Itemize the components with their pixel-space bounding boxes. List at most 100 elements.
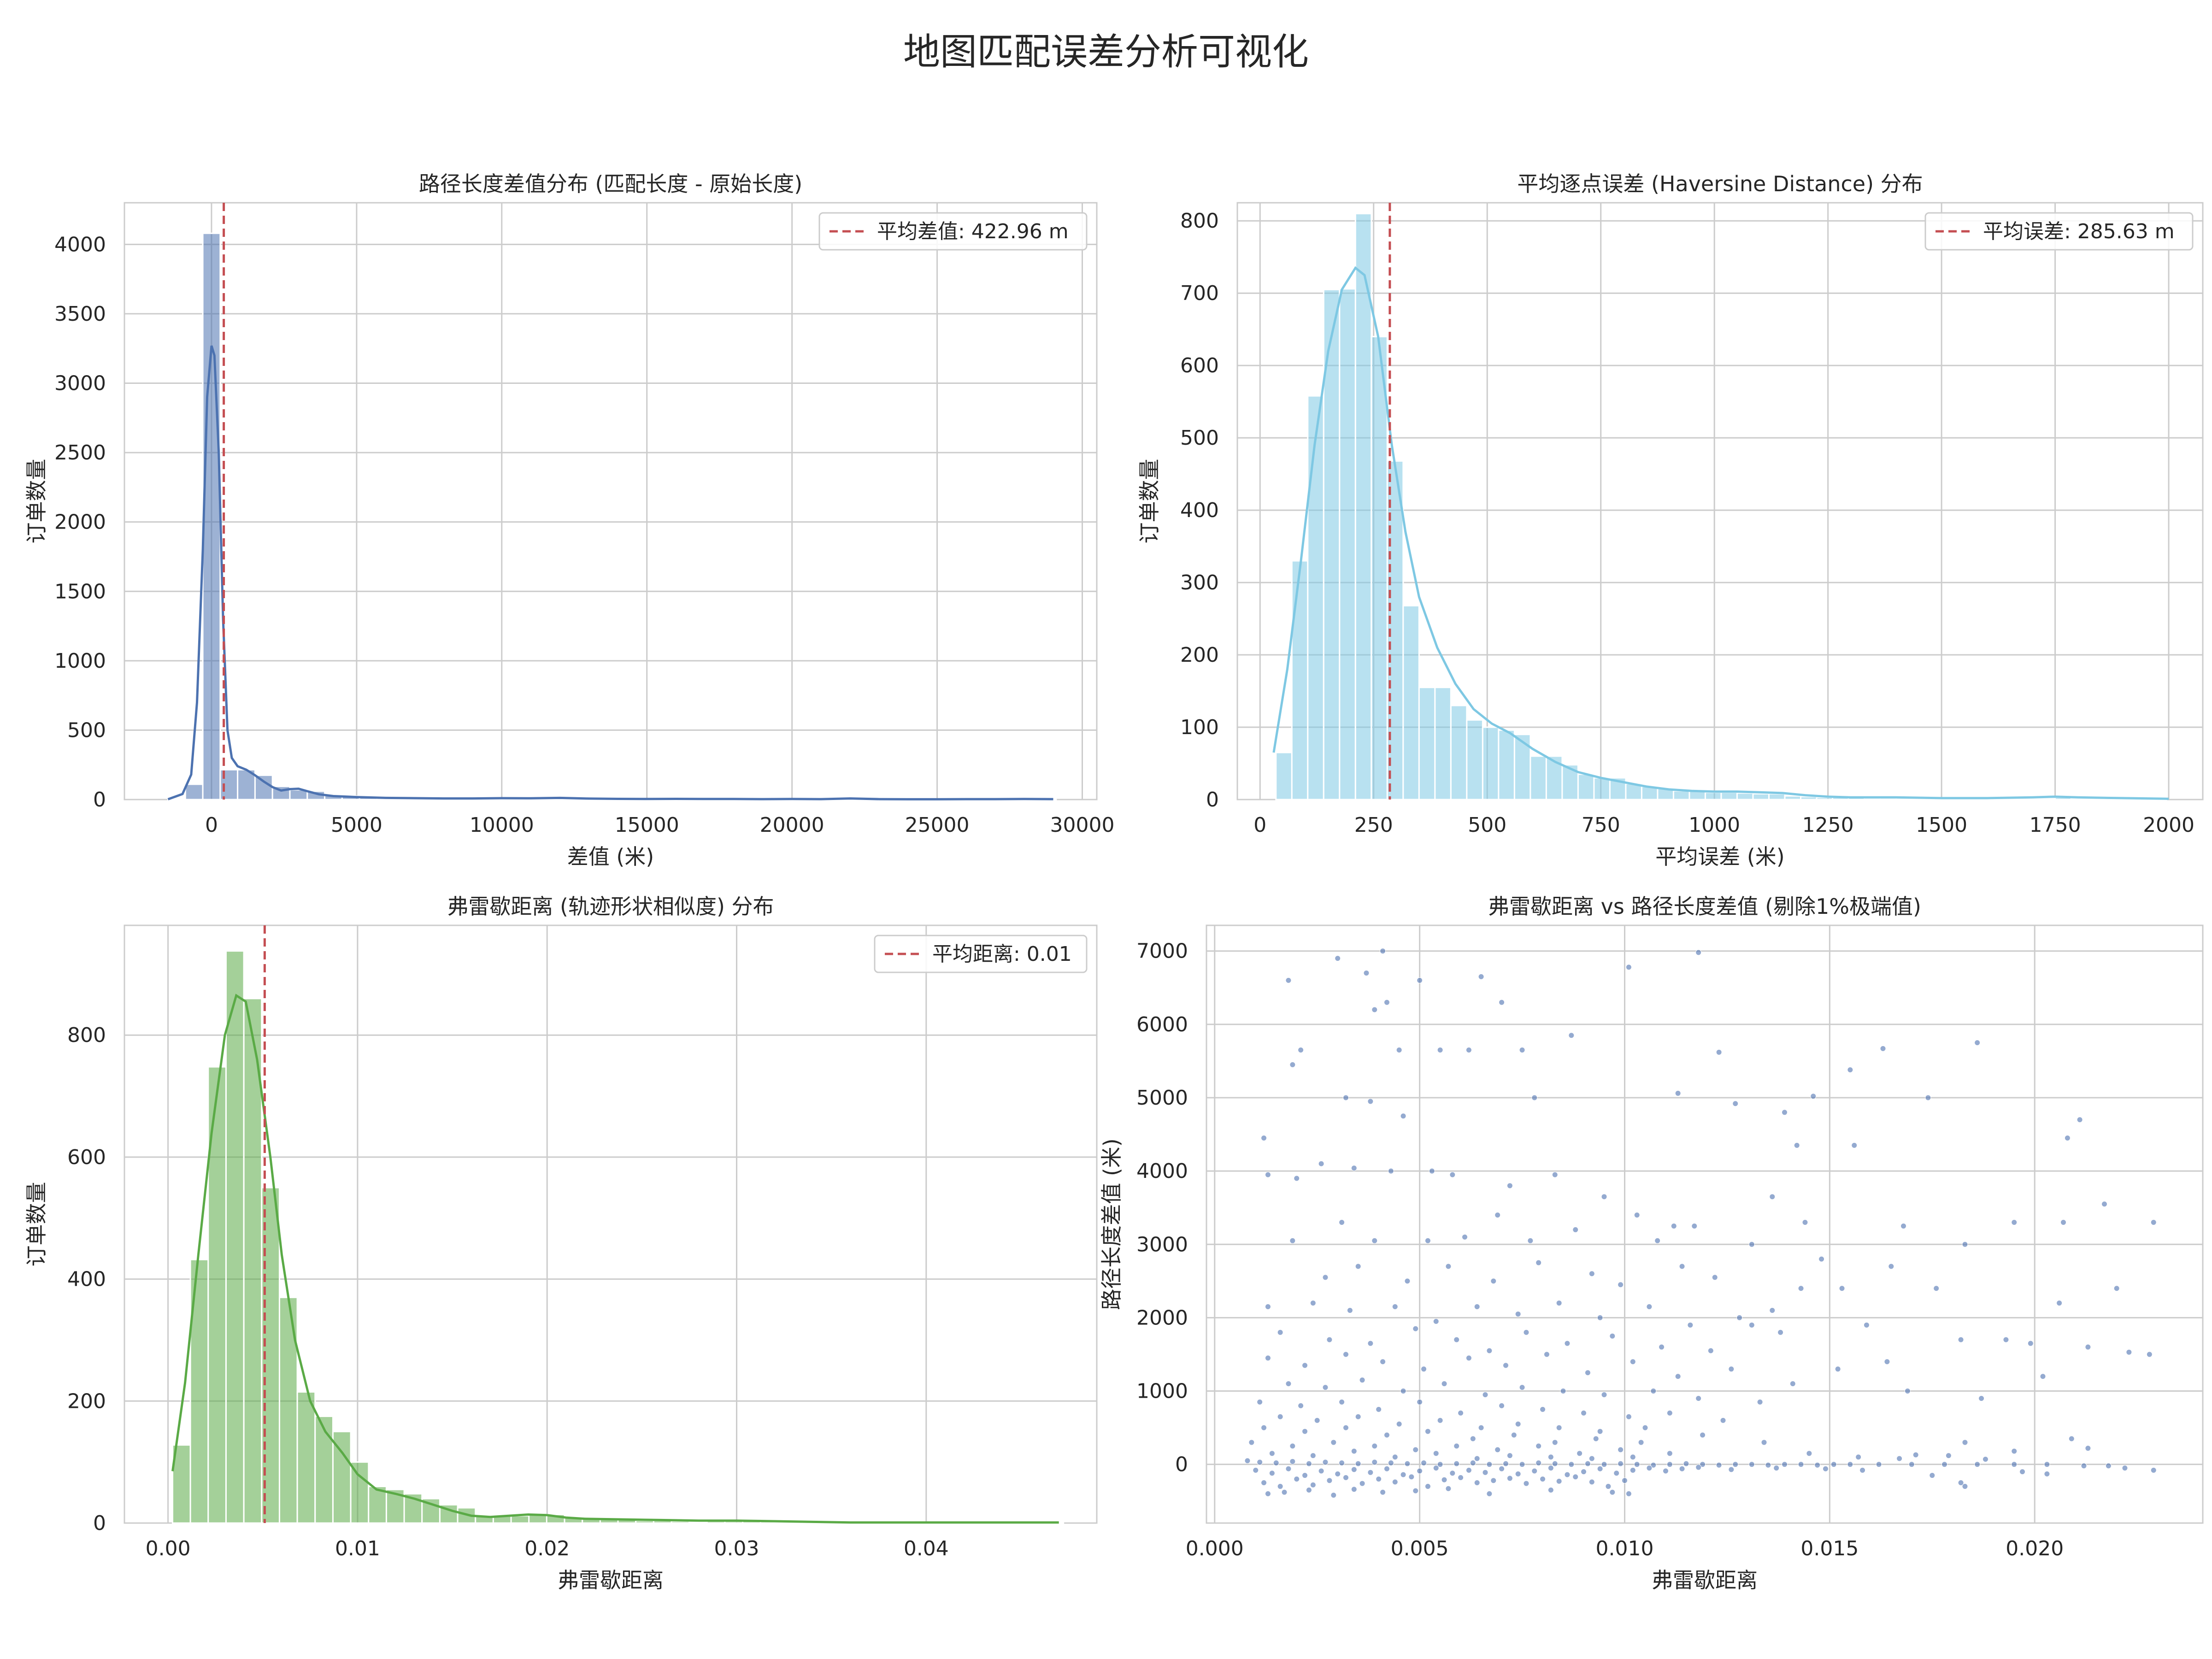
scatter-point: [1781, 1461, 1788, 1468]
scatter-point: [1449, 1171, 1456, 1178]
scatter-point: [1962, 1483, 1968, 1489]
scatter-point: [1330, 1439, 1337, 1446]
y-tick-label: 3000: [1136, 1233, 1188, 1256]
histogram-bar: [1275, 752, 1293, 800]
scatter-point: [1470, 1435, 1476, 1442]
scatter-point: [1306, 1460, 1312, 1467]
scatter-point: [1564, 1471, 1571, 1478]
x-tick-label: 0.010: [1596, 1537, 1654, 1560]
scatter-point: [1597, 1465, 1603, 1472]
scatter-point: [1277, 1329, 1283, 1335]
scatter-point: [1531, 1094, 1538, 1101]
scatter-point: [1355, 1460, 1361, 1467]
scatter-point: [1322, 1459, 1329, 1465]
y-tick-label: 0: [93, 788, 106, 812]
scatter-point: [1306, 1487, 1312, 1493]
scatter-point: [1642, 1424, 1648, 1431]
scatter-point: [1584, 1460, 1591, 1467]
x-tick-label: 25000: [905, 813, 970, 837]
scatter-point: [1855, 1454, 1862, 1460]
histogram-bar: [2086, 798, 2104, 800]
scatter-point: [1630, 1454, 1636, 1460]
scatter-point: [1404, 1278, 1411, 1284]
histogram-bar: [368, 1486, 387, 1524]
scatter-point: [1773, 1465, 1780, 1471]
scatter-point: [1572, 1226, 1579, 1233]
legend-box: [818, 212, 1088, 251]
x-tick-label: 0.02: [524, 1537, 570, 1560]
scatter-point: [1675, 1373, 1681, 1380]
kde-curve: [167, 345, 1053, 800]
x-tick-label: 1250: [1802, 813, 1854, 837]
histogram-bar: [296, 1391, 316, 1524]
x-tick-label: 0.03: [714, 1537, 759, 1560]
y-tick-label: 500: [67, 718, 106, 742]
x-axis-label: 差值 (米): [567, 844, 654, 869]
scatter-point: [1417, 1399, 1423, 1405]
y-axis-label: 订单数量: [24, 459, 49, 544]
x-tick-label: 0.015: [1800, 1537, 1859, 1560]
scatter-point: [1556, 1424, 1562, 1431]
histogram-bar: [1530, 755, 1547, 800]
scatter-point: [1383, 1432, 1390, 1438]
scatter-point: [1978, 1395, 1985, 1401]
scatter-point: [1556, 1300, 1562, 1306]
scatter-point: [1392, 1304, 1398, 1310]
scatter-point: [1822, 1465, 1829, 1472]
histogram-bar: [1784, 795, 1801, 800]
scatter-point: [1625, 1490, 1632, 1497]
scatter-point: [1851, 1142, 1858, 1148]
y-tick-label: 7000: [1136, 940, 1188, 963]
scatter-point: [1314, 1417, 1320, 1424]
y-axis-label: 路径长度差值 (米): [1099, 1138, 1124, 1310]
scatter-point: [1371, 1459, 1378, 1465]
x-axis-label: 弗雷歇距离: [558, 1568, 664, 1593]
y-tick-label: 2500: [54, 441, 106, 465]
histogram-bar: [254, 774, 273, 800]
scatter-point: [1380, 1489, 1386, 1495]
scatter-point: [1383, 1465, 1390, 1472]
scatter-point: [1244, 1458, 1251, 1464]
scatter-point: [1781, 1109, 1788, 1116]
scatter-point: [1502, 1460, 1509, 1467]
scatter-point: [1380, 1359, 1386, 1365]
scatter-point: [1535, 1259, 1542, 1266]
scatter-point: [1904, 1388, 1911, 1394]
histogram-bar: [225, 950, 245, 1524]
scatter-point: [1547, 1465, 1554, 1471]
scatter-point: [1515, 1311, 1521, 1317]
scatter-point: [1880, 1045, 1886, 1052]
scatter-point: [1847, 1461, 1853, 1468]
scatter-point: [1646, 1465, 1653, 1471]
y-tick-label: 200: [1180, 643, 1219, 667]
scatter-point: [1810, 1093, 1817, 1100]
legend: 平均差值: 422.96 m: [818, 212, 1088, 251]
scatter-point: [1465, 1467, 1472, 1473]
scatter-point: [1572, 1474, 1579, 1480]
scatter-point: [1298, 1402, 1304, 1409]
scatter-point: [1339, 1460, 1345, 1466]
scatter-point: [1376, 1476, 1382, 1483]
scatter-point: [1424, 1428, 1431, 1435]
scatter-point: [1474, 1455, 1480, 1462]
scatter-point: [1962, 1439, 1968, 1446]
scatter-point: [2126, 1349, 2132, 1355]
scatter-point: [1367, 1340, 1374, 1347]
scatter-point: [1412, 1488, 1419, 1494]
scatter-point: [1412, 1447, 1419, 1453]
y-axis-label: 订单数量: [1137, 459, 1162, 544]
scatter-point: [2027, 1340, 2034, 1347]
y-tick-label: 1000: [54, 649, 106, 673]
scatter-point: [1666, 1450, 1673, 1457]
scatter-point: [1543, 1351, 1550, 1358]
scatter-point: [1662, 1468, 1669, 1474]
x-tick-label: 0: [1253, 813, 1266, 837]
scatter-point: [1482, 1469, 1488, 1476]
histogram-bar: [1672, 790, 1690, 800]
scatter-point: [1716, 1049, 1722, 1055]
scatter-point: [1830, 1461, 1837, 1468]
scatter-point: [1486, 1461, 1493, 1468]
scatter-point: [1355, 1413, 1361, 1420]
scatter-point: [1683, 1460, 1689, 1467]
scatter-point: [1265, 1304, 1271, 1310]
